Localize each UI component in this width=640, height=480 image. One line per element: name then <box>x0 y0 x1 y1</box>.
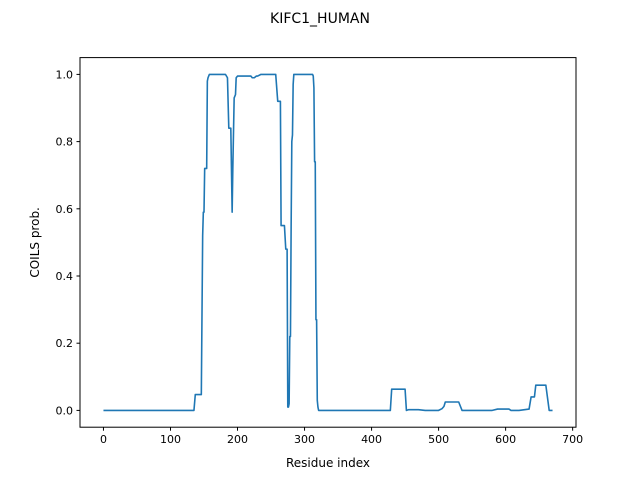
x-tick-label: 300 <box>294 433 315 446</box>
plot-area <box>79 57 577 428</box>
x-tick-label: 200 <box>227 433 248 446</box>
y-tick-label: 0.8 <box>56 136 74 149</box>
series-line <box>103 73 553 412</box>
y-axis: 0.0 0.2 0.4 0.6 0.8 1.0 <box>56 68 80 417</box>
y-tick-label: 1.0 <box>56 68 74 81</box>
x-tick-label: 400 <box>361 433 382 446</box>
x-axis-label: Residue index <box>286 456 370 470</box>
x-tick-label: 700 <box>562 433 583 446</box>
y-tick-label: 0.6 <box>56 203 74 216</box>
y-tick-label: 0.2 <box>56 337 74 350</box>
x-tick-label: 600 <box>495 433 516 446</box>
y-tick-label: 0.0 <box>56 404 74 417</box>
x-tick-label: 100 <box>160 433 181 446</box>
y-axis-label: COILS prob. <box>28 207 42 278</box>
x-tick-label: 500 <box>428 433 449 446</box>
x-tick-label: 0 <box>100 433 107 446</box>
y-tick-label: 0.4 <box>56 270 74 283</box>
chart-title: KIFC1_HUMAN <box>270 11 370 27</box>
x-axis: 0 100 200 300 400 500 600 700 <box>100 427 583 446</box>
axes-frame <box>79 57 577 428</box>
